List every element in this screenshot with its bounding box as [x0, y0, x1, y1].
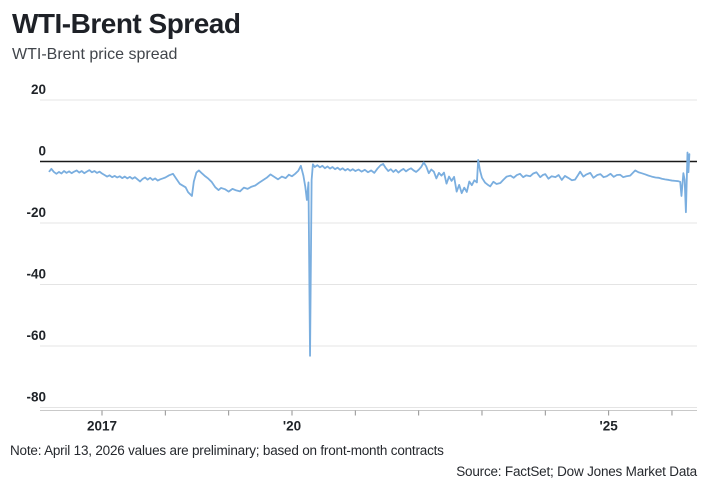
page-title: WTI-Brent Spread	[12, 8, 241, 39]
x-tick-label: 2017	[87, 419, 117, 434]
x-axis	[40, 410, 697, 416]
chart-subtitle: WTI-Brent price spread	[12, 46, 178, 63]
gridlines	[40, 99, 697, 408]
x-axis-labels: 2017 '20 '25	[87, 419, 618, 434]
y-tick-label: 20	[31, 82, 46, 97]
spread-line	[48, 151, 691, 357]
y-tick-label: 0	[38, 144, 46, 159]
footnote: Note: April 13, 2026 values are prelimin…	[10, 443, 444, 458]
x-tick-label: '25	[600, 419, 619, 434]
y-tick-label: -40	[26, 267, 46, 282]
y-tick-label: -20	[26, 205, 46, 220]
x-tick-label: '20	[283, 419, 301, 434]
spread-line-series	[48, 151, 691, 357]
source-credit: Source: FactSet; Dow Jones Market Data	[456, 464, 697, 479]
y-axis-labels: 20 0 -20 -40 -60 -80	[26, 82, 46, 405]
y-tick-label: -80	[26, 390, 46, 405]
y-tick-label: -60	[26, 328, 46, 343]
